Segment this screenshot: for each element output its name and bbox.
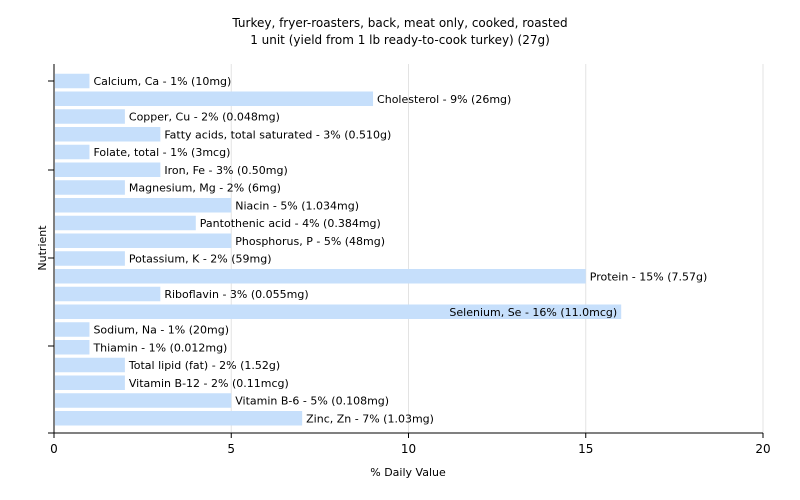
- bar: [55, 269, 586, 284]
- y-axis-label: Nutrient: [36, 225, 49, 271]
- x-axis-ticks: 0 5 10 15 20: [50, 433, 771, 456]
- bar-label: Total lipid (fat) - 2% (1.52g): [128, 359, 280, 372]
- bar: [55, 127, 161, 142]
- bar-label: Copper, Cu - 2% (0.048mg): [129, 111, 280, 124]
- bar: [55, 304, 622, 319]
- bar: [55, 233, 232, 248]
- bar: [55, 215, 196, 231]
- x-tick-label: 15: [578, 442, 593, 456]
- x-tick-label: 20: [755, 442, 770, 456]
- bar-label: Potassium, K - 2% (59mg): [129, 253, 272, 266]
- bar-label: Vitamin B-12 - 2% (0.11mcg): [129, 377, 289, 390]
- x-axis-label: % Daily Value: [370, 466, 446, 479]
- bar-label: Zinc, Zn - 7% (1.03mg): [306, 412, 434, 425]
- bar-label: Selenium, Se - 16% (11.0mcg): [449, 306, 617, 319]
- bar: [55, 340, 90, 355]
- x-tick-label: 10: [401, 442, 416, 456]
- x-tick-label: 5: [227, 442, 235, 456]
- bar: [55, 180, 125, 195]
- bar-label: Pantothenic acid - 4% (0.384mg): [200, 217, 381, 230]
- bar: [55, 251, 125, 266]
- bar-label: Cholesterol - 9% (26mg): [377, 93, 511, 106]
- bar: [55, 73, 90, 89]
- bar: [55, 162, 161, 177]
- bar: [55, 357, 125, 373]
- bar: [55, 411, 303, 426]
- bar-label: Protein - 15% (7.57g): [590, 270, 708, 283]
- bar-label: Fatty acids, total saturated - 3% (0.510…: [164, 128, 391, 141]
- chart-title: Turkey, fryer-roasters, back, meat only,…: [231, 16, 567, 30]
- bar: [55, 322, 90, 337]
- bar-label: Sodium, Na - 1% (20mg): [93, 324, 229, 337]
- bar-label: Thiamin - 1% (0.012mg): [92, 341, 227, 354]
- chart-subtitle: 1 unit (yield from 1 lb ready-to-cook tu…: [250, 33, 550, 47]
- y-axis-ticks: [48, 80, 54, 434]
- bars: Calcium, Ca - 1% (10mg) Cholesterol - 9% …: [55, 73, 708, 426]
- bar-label: Iron, Fe - 3% (0.50mg): [164, 164, 287, 177]
- bar-label: Phosphorus, P - 5% (48mg): [235, 235, 385, 248]
- bar: [55, 198, 232, 213]
- bar-label: Riboflavin - 3% (0.055mg): [164, 288, 308, 301]
- bar: [55, 393, 232, 408]
- bar: [55, 144, 90, 160]
- gridlines: [230, 64, 764, 433]
- bar: [55, 286, 161, 302]
- bar-label: Folate, total - 1% (3mcg): [93, 146, 230, 159]
- bar-label: Magnesium, Mg - 2% (6mg): [129, 182, 281, 195]
- x-tick-label: 0: [50, 442, 58, 456]
- bar: [55, 91, 374, 106]
- bar: [55, 375, 125, 390]
- bar-label: Calcium, Ca - 1% (10mg): [93, 75, 231, 88]
- bar-label: Vitamin B-6 - 5% (0.108mg): [235, 395, 389, 408]
- bar: [55, 109, 125, 124]
- bar-label: Niacin - 5% (1.034mg): [235, 199, 359, 212]
